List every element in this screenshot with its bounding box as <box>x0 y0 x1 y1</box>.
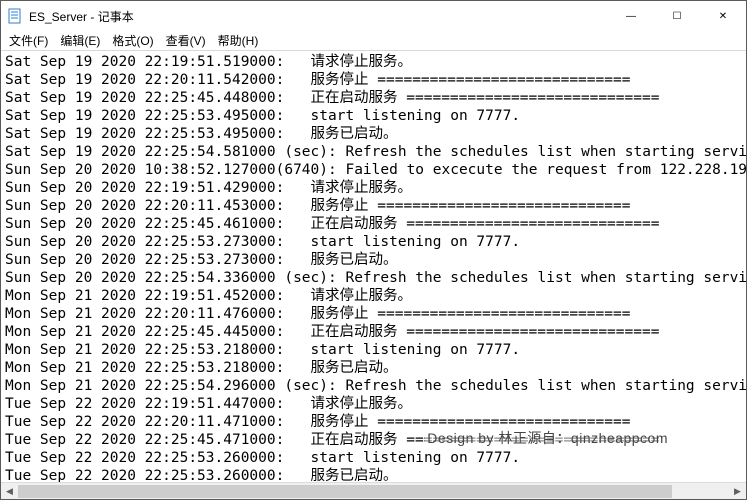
menu-view[interactable]: 查看(V) <box>160 31 212 50</box>
menubar: 文件(F) 编辑(E) 格式(O) 查看(V) 帮助(H) <box>1 31 746 51</box>
log-line: Sat Sep 19 2020 22:25:45.448000: 正在启动服务 … <box>5 89 742 107</box>
editor-text[interactable]: Sat Sep 19 2020 22:19:51.519000: 请求停止服务。… <box>1 51 746 482</box>
scroll-track[interactable] <box>18 483 729 500</box>
log-line: Sun Sep 20 2020 22:19:51.429000: 请求停止服务。 <box>5 179 742 197</box>
maximize-button[interactable]: ☐ <box>654 1 700 31</box>
scroll-right-arrow-icon[interactable]: ▶ <box>729 483 746 500</box>
log-line: Sat Sep 19 2020 22:25:53.495000: start l… <box>5 107 742 125</box>
log-line: Mon Sep 21 2020 22:20:11.476000: 服务停止 ==… <box>5 305 742 323</box>
horizontal-scrollbar[interactable]: ◀ ▶ <box>1 482 746 499</box>
menu-edit[interactable]: 编辑(E) <box>54 31 106 50</box>
log-line: Mon Sep 21 2020 22:25:53.218000: 服务已启动。 <box>5 359 742 377</box>
log-line: Tue Sep 22 2020 22:25:45.471000: 正在启动服务 … <box>5 431 742 449</box>
minimize-button[interactable]: — <box>608 1 654 31</box>
log-line: Sat Sep 19 2020 22:19:51.519000: 请求停止服务。 <box>5 53 742 71</box>
menu-format[interactable]: 格式(O) <box>106 31 159 50</box>
titlebar[interactable]: ES_Server - 记事本 — ☐ ✕ <box>1 1 746 31</box>
menu-file[interactable]: 文件(F) <box>3 31 54 50</box>
log-line: Sat Sep 19 2020 22:25:54.581000 (sec): R… <box>5 143 742 161</box>
log-line: Tue Sep 22 2020 22:25:53.260000: start l… <box>5 449 742 467</box>
log-line: Tue Sep 22 2020 22:19:51.447000: 请求停止服务。 <box>5 395 742 413</box>
notepad-window: ES_Server - 记事本 — ☐ ✕ 文件(F) 编辑(E) 格式(O) … <box>0 0 747 500</box>
window-title: ES_Server - 记事本 <box>29 8 608 25</box>
log-line: Sun Sep 20 2020 10:38:52.127000(6740): F… <box>5 161 742 179</box>
log-line: Mon Sep 21 2020 22:25:53.218000: start l… <box>5 341 742 359</box>
scroll-left-arrow-icon[interactable]: ◀ <box>1 483 18 500</box>
log-line: Sun Sep 20 2020 22:25:53.273000: start l… <box>5 233 742 251</box>
log-line: Sat Sep 19 2020 22:25:53.495000: 服务已启动。 <box>5 125 742 143</box>
scroll-thumb[interactable] <box>18 485 672 498</box>
log-line: Tue Sep 22 2020 22:20:11.471000: 服务停止 ==… <box>5 413 742 431</box>
log-line: Sun Sep 20 2020 22:25:53.273000: 服务已启动。 <box>5 251 742 269</box>
log-line: Sun Sep 20 2020 22:25:54.336000 (sec): R… <box>5 269 742 287</box>
close-button[interactable]: ✕ <box>700 1 746 31</box>
notepad-icon <box>7 8 23 24</box>
log-line: Sun Sep 20 2020 22:20:11.453000: 服务停止 ==… <box>5 197 742 215</box>
log-line: Mon Sep 21 2020 22:25:45.445000: 正在启动服务 … <box>5 323 742 341</box>
log-line: Sun Sep 20 2020 22:25:45.461000: 正在启动服务 … <box>5 215 742 233</box>
log-line: Sat Sep 19 2020 22:20:11.542000: 服务停止 ==… <box>5 71 742 89</box>
menu-help[interactable]: 帮助(H) <box>212 31 265 50</box>
editor-area: Sat Sep 19 2020 22:19:51.519000: 请求停止服务。… <box>1 51 746 482</box>
log-line: Tue Sep 22 2020 22:25:53.260000: 服务已启动。 <box>5 467 742 482</box>
log-line: Mon Sep 21 2020 22:25:54.296000 (sec): R… <box>5 377 742 395</box>
log-line: Mon Sep 21 2020 22:19:51.452000: 请求停止服务。 <box>5 287 742 305</box>
